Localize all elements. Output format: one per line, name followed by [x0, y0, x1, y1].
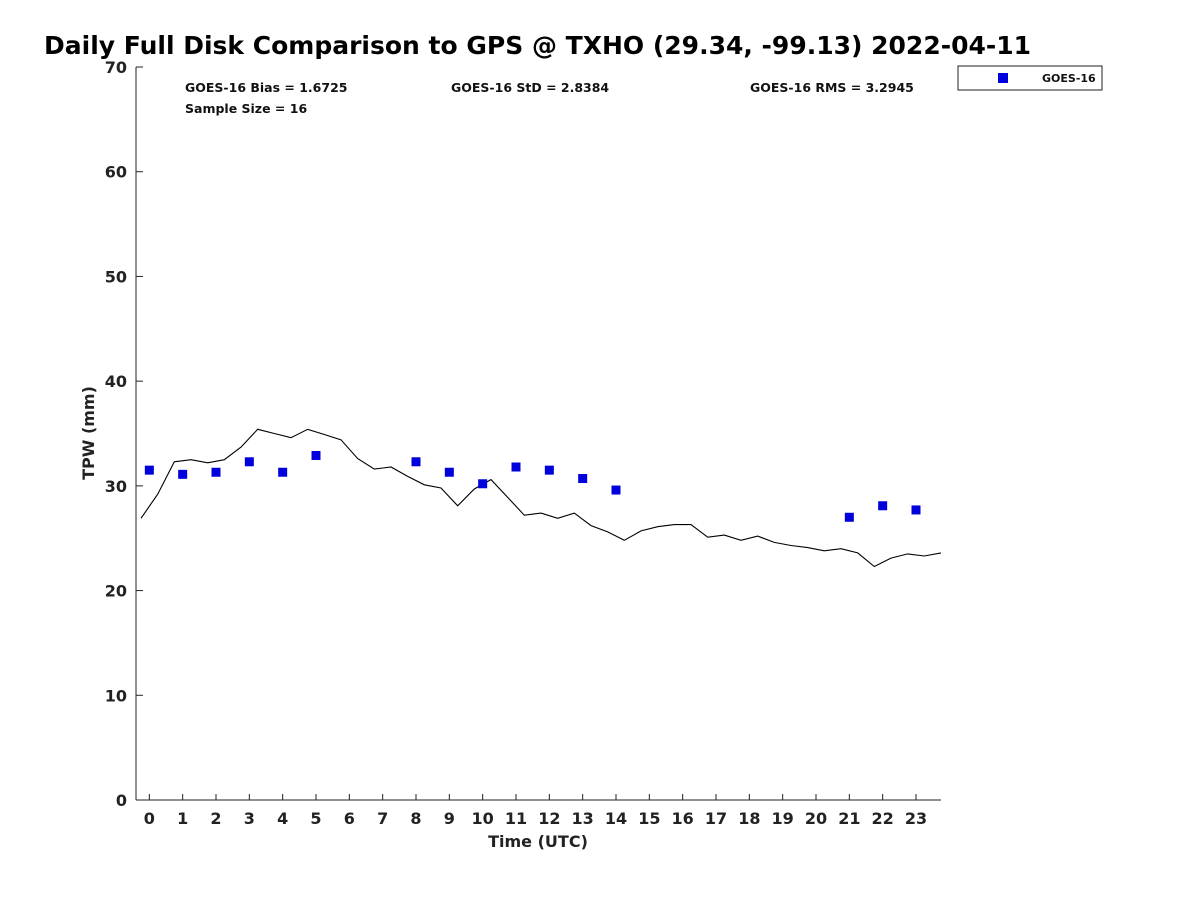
x-tick-label: 16: [672, 809, 694, 828]
goes16-point: [844, 512, 854, 522]
legend-box: [957, 65, 1103, 91]
x-tick-label: 14: [605, 809, 627, 828]
goes16-point: [444, 467, 454, 477]
x-tick-label: 12: [538, 809, 560, 828]
y-axis-label: TPW (mm): [79, 386, 98, 480]
goes16-point: [278, 467, 288, 477]
goes16-point: [244, 457, 254, 467]
y-tick-label: 40: [105, 372, 127, 391]
y-tick-label: 20: [105, 582, 127, 601]
x-tick-label: 5: [310, 809, 321, 828]
chart-title: Daily Full Disk Comparison to GPS @ TXHO…: [44, 31, 1031, 60]
x-tick-label: 4: [277, 809, 288, 828]
goes16-point: [178, 469, 188, 479]
x-tick-label: 3: [244, 809, 255, 828]
x-tick-label: 7: [377, 809, 388, 828]
goes16-point: [478, 479, 488, 489]
x-axis-label: Time (UTC): [488, 832, 588, 851]
y-tick-label: 50: [105, 267, 127, 286]
x-tick-label: 1: [177, 809, 188, 828]
x-tick-label: 8: [410, 809, 421, 828]
x-tick-label: 9: [444, 809, 455, 828]
goes16-point: [511, 462, 521, 472]
x-tick-label: 6: [344, 809, 355, 828]
x-tick-label: 11: [505, 809, 527, 828]
plot-frame-bg: [136, 67, 941, 800]
goes16-points-layer: [144, 450, 921, 522]
goes16-point: [311, 450, 321, 460]
x-tick-label: 0: [144, 809, 155, 828]
x-tick-label: 2: [210, 809, 221, 828]
gps-line-layer: [140, 428, 942, 568]
stat-rms: GOES-16 RMS = 3.2945: [750, 80, 914, 95]
x-tick-label: 23: [905, 809, 927, 828]
goes16-point: [544, 465, 554, 475]
y-tick-label: 10: [105, 686, 127, 705]
x-tick-label: 19: [772, 809, 794, 828]
x-axis-ticks: 0 1 2 3 4 5 6 7 8 9 10 11 12 13 14 15 16 17 18 19 20 21 22 23: [144, 794, 927, 828]
x-tick-label: 10: [472, 809, 494, 828]
x-tick-label: 18: [738, 809, 760, 828]
goes16-point: [411, 457, 421, 467]
goes16-point: [211, 467, 221, 477]
x-tick-label: 17: [705, 809, 727, 828]
goes16-point: [611, 485, 621, 495]
y-tick-label: 0: [116, 791, 127, 810]
x-tick-label: 20: [805, 809, 827, 828]
gps-tpw-line: [140, 428, 942, 568]
x-tick-label: 15: [638, 809, 660, 828]
legend-marker-goes16: [998, 73, 1008, 83]
y-tick-label: 30: [105, 477, 127, 496]
goes16-point: [878, 501, 888, 511]
stat-std: GOES-16 StD = 2.8384: [451, 80, 609, 95]
x-tick-label: 22: [872, 809, 894, 828]
stat-sample-size: Sample Size = 16: [185, 101, 307, 116]
goes16-point: [144, 465, 154, 475]
y-axis-ticks: 0 10 20 30 40 50 60 70: [105, 58, 143, 810]
y-tick-label: 70: [105, 58, 127, 77]
legend-label-goes16: GOES-16: [1042, 72, 1096, 85]
legend: GOES-16: [957, 65, 1103, 91]
x-tick-label: 21: [838, 809, 860, 828]
stat-bias: GOES-16 Bias = 1.6725: [185, 80, 347, 95]
goes16-point: [911, 505, 921, 515]
y-tick-label: 60: [105, 163, 127, 182]
goes16-point: [578, 474, 588, 484]
x-tick-label: 13: [572, 809, 594, 828]
